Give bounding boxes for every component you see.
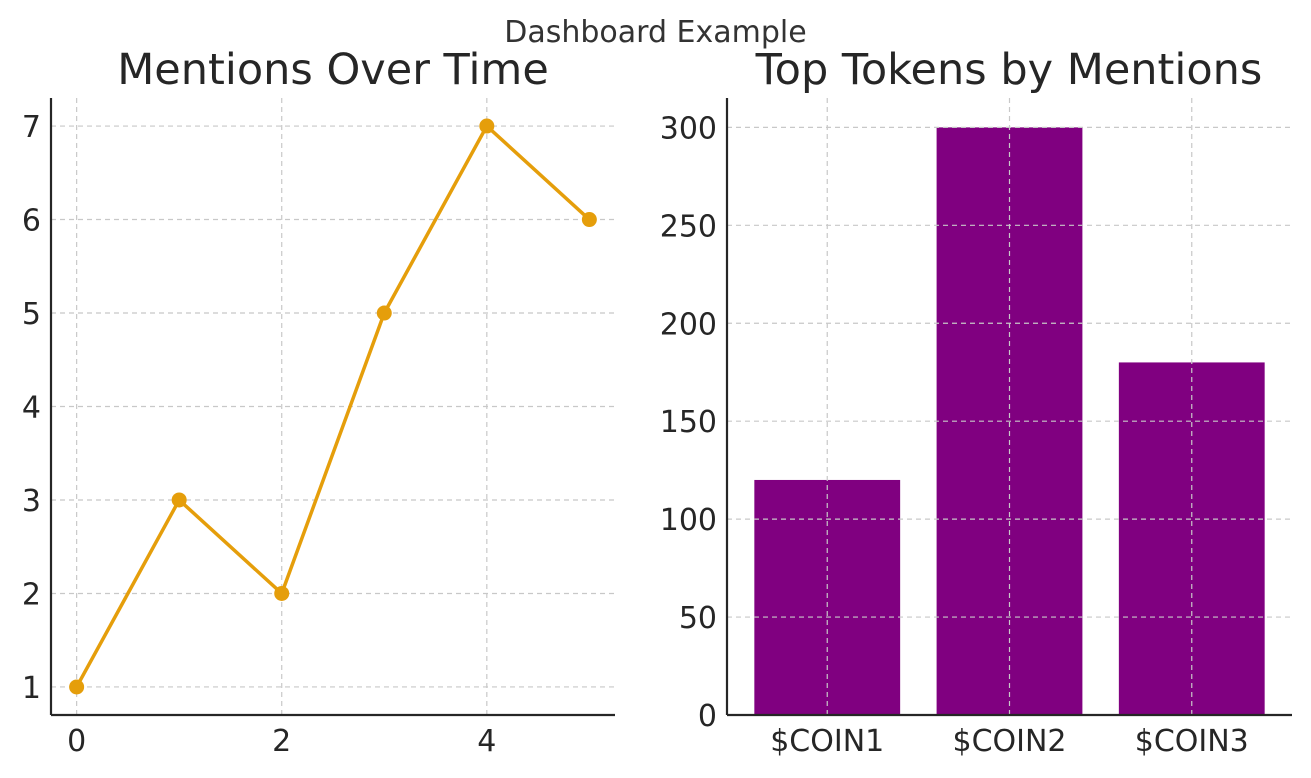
line-chart-series-line — [75, 124, 591, 688]
bar-chart-y-tick-label: 300 — [660, 111, 717, 146]
line-chart-y-tick-label: 5 — [22, 297, 41, 332]
bar-chart-y-tick-label: 200 — [660, 307, 717, 342]
line-chart-x-tick-label: 0 — [67, 724, 86, 759]
line-chart-y-tick-label: 1 — [22, 671, 41, 706]
line-chart-ticks: 0 2 4 1 2 3 4 5 6 7 — [22, 110, 496, 759]
line-chart-x-tick-label: 2 — [272, 724, 291, 759]
line-chart-y-tick-label: 2 — [22, 577, 41, 612]
bar-chart-y-tick-label: 50 — [679, 601, 717, 636]
line-chart-grid — [51, 98, 615, 715]
line-chart-series — [69, 118, 597, 695]
line-chart-y-tick-label: 7 — [22, 110, 41, 145]
figure-suptitle: Dashboard Example — [504, 15, 807, 50]
line-chart-point — [171, 492, 187, 508]
bar-chart-title: Top Tokens by Mentions — [755, 45, 1263, 95]
bar-chart-x-tick-label: $COIN3 — [1135, 724, 1249, 759]
line-chart-panel: Mentions Over Time 0 2 4 1 2 3 4 5 6 7 — [22, 45, 615, 759]
bar-chart-y-tick-label: 250 — [660, 209, 717, 244]
bar-chart-x-tick-label: $COIN1 — [770, 724, 884, 759]
bar-chart-ticks: $COIN1 $COIN2 $COIN3 0 50 100 150 200 250 300 — [660, 111, 1249, 759]
bar-chart-y-tick-label: 150 — [660, 405, 717, 440]
bar-chart-panel: Top Tokens by Mentions $COIN1 $COIN2 $COIN… — [660, 45, 1292, 759]
line-chart-point — [581, 212, 597, 228]
bar-chart-y-tick-label: 0 — [698, 699, 717, 734]
line-chart-y-tick-label: 3 — [22, 484, 41, 519]
line-chart-y-tick-label: 4 — [22, 391, 41, 426]
bar-chart-y-tick-label: 100 — [660, 503, 717, 538]
line-chart-point — [479, 118, 495, 134]
line-chart-point — [69, 679, 85, 695]
line-chart-x-tick-label: 4 — [477, 724, 496, 759]
bar-chart-x-tick-label: $COIN2 — [952, 724, 1066, 759]
line-chart-y-tick-label: 6 — [22, 204, 41, 239]
line-chart-point — [376, 305, 392, 321]
line-chart-point — [274, 585, 290, 601]
line-chart-title: Mentions Over Time — [117, 45, 549, 95]
